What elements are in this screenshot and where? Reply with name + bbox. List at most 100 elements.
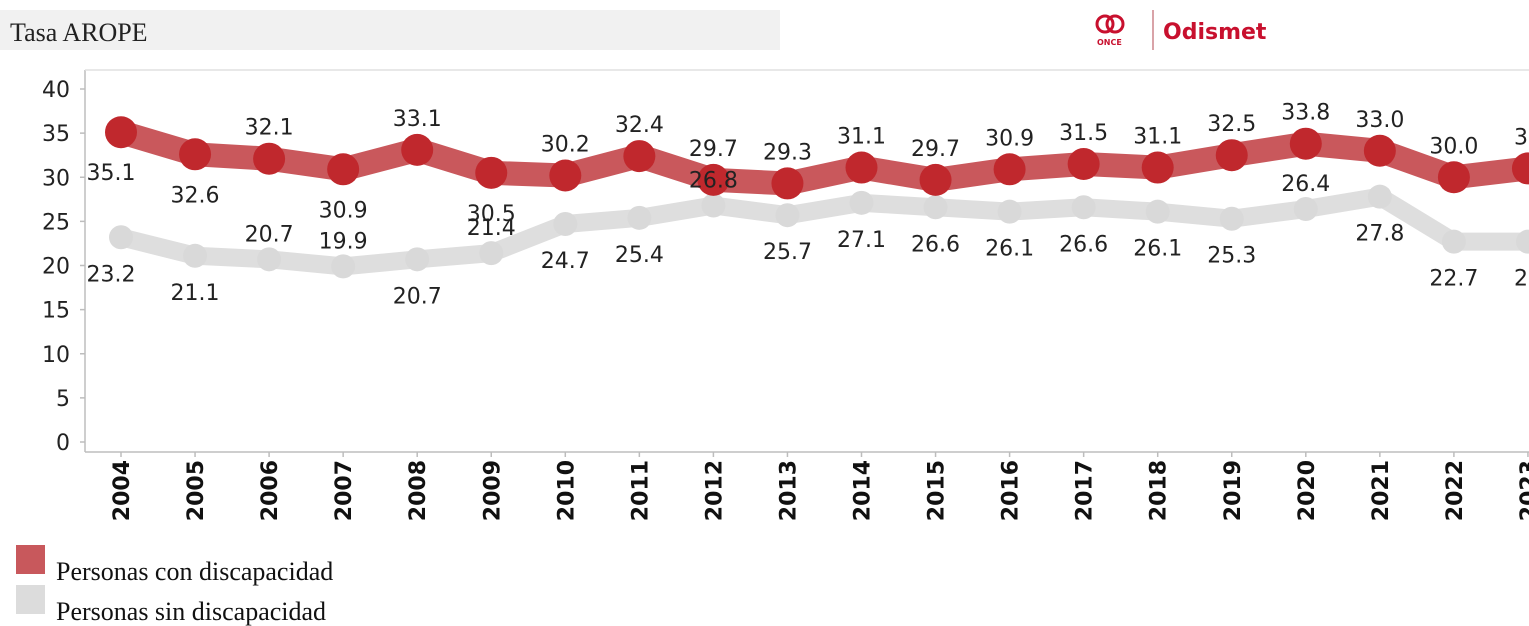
logo-once-text: ONCE xyxy=(1097,38,1122,47)
legend-swatch-sin xyxy=(16,585,45,614)
data-point-con xyxy=(1289,127,1322,160)
data-point-sin xyxy=(849,190,874,215)
data-point-con xyxy=(401,133,434,166)
data-point-con xyxy=(327,153,360,186)
data-label-con: 32.1 xyxy=(245,116,294,141)
y-tick-label: 20 xyxy=(42,255,70,280)
data-point-con xyxy=(1363,134,1396,167)
logo-brand: Odismet xyxy=(1163,20,1267,45)
data-label-con: 29.7 xyxy=(911,137,960,162)
data-point-con xyxy=(1141,151,1174,184)
data-point-sin xyxy=(1293,197,1318,222)
x-tick-label: 2016 xyxy=(999,460,1024,521)
data-point-con xyxy=(993,153,1026,186)
x-tick-label: 2019 xyxy=(1221,460,1246,521)
data-label-sin: 26.6 xyxy=(911,232,960,257)
data-label-sin: 20.7 xyxy=(245,222,294,247)
x-tick-label: 2018 xyxy=(1147,460,1172,521)
data-label-sin: 27.8 xyxy=(1355,222,1404,247)
x-tick-label: 2015 xyxy=(925,460,950,521)
data-point-con xyxy=(549,159,582,192)
data-point-con xyxy=(623,140,656,173)
y-tick-label: 35 xyxy=(42,122,70,147)
data-point-sin xyxy=(183,243,208,268)
data-label-sin: 19.9 xyxy=(319,229,368,254)
chart-labels: 35.1 32.6 32.1 30.9 33.1 30.5 30.2 32.4 29.7 29.3… xyxy=(87,101,1529,310)
data-point-con xyxy=(105,116,137,149)
data-label-con: 31.5 xyxy=(1059,121,1108,146)
data-label-con: 33.0 xyxy=(1355,108,1404,133)
chart-lines xyxy=(105,116,1529,279)
x-tick-label: 2013 xyxy=(776,460,801,521)
data-point-con xyxy=(919,163,952,196)
data-point-sin xyxy=(479,241,504,266)
data-label-con: 30.9 xyxy=(985,126,1034,151)
data-label-con: 31.1 xyxy=(837,125,886,150)
data-label-sin: 21.4 xyxy=(467,216,516,241)
data-label-sin: 26.1 xyxy=(1133,237,1182,262)
data-point-con xyxy=(1437,161,1470,194)
data-point-con xyxy=(697,163,730,196)
x-tick-label: 2023 xyxy=(1517,460,1529,521)
y-tick-label: 30 xyxy=(42,166,70,191)
data-label-con: 30.0 xyxy=(1429,134,1478,159)
logo: ONCE Odismet xyxy=(1095,8,1275,56)
data-point-sin xyxy=(553,212,578,237)
data-label-con: 30.2 xyxy=(541,132,590,157)
data-label-con: 31.1 xyxy=(1133,125,1182,150)
x-tick-label: 2009 xyxy=(480,460,505,521)
data-label-con: 33.8 xyxy=(1281,101,1330,126)
data-label-con: 30.9 xyxy=(319,198,368,223)
chart-axes: 0 5 10 15 20 25 30 35 40 2004 2005 2006 2007 2008 2009… xyxy=(42,69,1529,521)
x-tick-label: 2010 xyxy=(554,460,579,521)
x-tick-label: 2006 xyxy=(258,460,283,521)
data-label-con: 30.5 xyxy=(467,202,516,227)
data-point-sin xyxy=(627,205,652,230)
x-tick-label: 2021 xyxy=(1369,460,1394,521)
line-chart: 0 5 10 15 20 25 30 35 40 2004 2005 2006 2007 2008 2009… xyxy=(42,69,1529,521)
data-label-con: 33.1 xyxy=(393,107,442,132)
data-label-sin: 26.1 xyxy=(985,237,1034,262)
x-tick-label: 2020 xyxy=(1295,460,1320,521)
once-logo-icon xyxy=(1095,14,1125,34)
data-label-sin: 20.7 xyxy=(393,284,442,309)
data-point-sin xyxy=(701,193,726,218)
data-point-con xyxy=(253,142,286,175)
data-point-sin xyxy=(405,247,430,272)
data-point-sin xyxy=(775,203,800,228)
legend-label-con: Personas con discapacidad xyxy=(56,557,334,586)
data-label-sin: 21.1 xyxy=(171,281,220,306)
data-label-sin: 22 xyxy=(1514,267,1529,292)
data-label-sin: 22.7 xyxy=(1429,267,1478,292)
data-point-con xyxy=(1511,152,1529,185)
series-line-sin xyxy=(112,187,1529,276)
y-tick-label: 25 xyxy=(42,210,70,235)
data-point-sin xyxy=(1071,195,1096,220)
data-point-sin xyxy=(109,225,133,250)
data-label-con: 32.5 xyxy=(1207,112,1256,137)
data-label-con: 29.3 xyxy=(763,140,812,165)
legend-swatch-con xyxy=(16,545,45,574)
y-tick-label: 15 xyxy=(42,299,70,324)
data-label-con: 32.6 xyxy=(171,183,220,208)
x-tick-label: 2014 xyxy=(851,460,876,521)
data-point-sin xyxy=(1441,229,1466,254)
data-label-sin: 24.7 xyxy=(541,249,590,274)
data-point-con xyxy=(1067,148,1100,181)
data-label-sin: 25.3 xyxy=(1207,244,1256,269)
x-tick-label: 2011 xyxy=(628,460,653,521)
data-label-sin: 23.2 xyxy=(87,262,136,287)
data-label-sin: 25.7 xyxy=(763,240,812,265)
data-label-con: 31 xyxy=(1514,125,1529,150)
y-tick-label: 10 xyxy=(42,343,70,368)
x-tick-label: 2004 xyxy=(110,460,135,521)
y-tick-label: 0 xyxy=(56,431,70,456)
data-label-con: 35.1 xyxy=(87,161,136,186)
data-point-con xyxy=(771,167,804,200)
data-point-sin xyxy=(997,199,1022,224)
x-tick-label: 2012 xyxy=(702,460,727,521)
data-point-sin xyxy=(923,195,948,220)
data-point-con xyxy=(179,138,212,171)
chart-title: Tasa AROPE xyxy=(10,18,148,47)
data-label-sin: 26.6 xyxy=(1059,232,1108,257)
